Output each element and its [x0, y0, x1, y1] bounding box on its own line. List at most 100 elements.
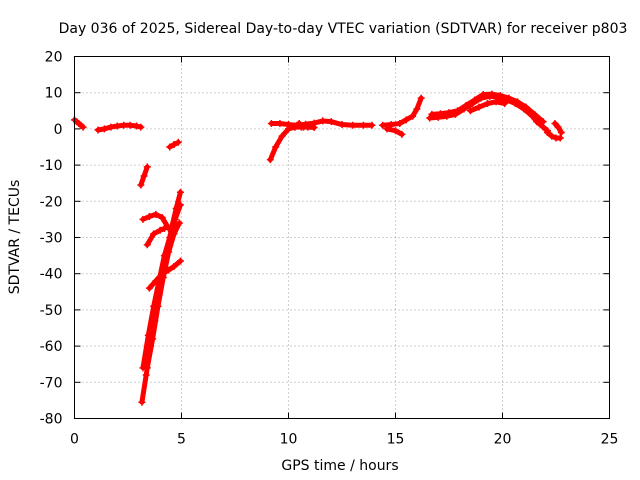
- data-point: [402, 116, 410, 124]
- data-point: [557, 129, 565, 137]
- data-point: [379, 121, 387, 129]
- data-point: [428, 110, 436, 118]
- data-point: [548, 132, 556, 140]
- y-tick-label: -50: [40, 303, 63, 319]
- data-point: [338, 121, 346, 129]
- data-point: [295, 119, 303, 127]
- data-point: [554, 123, 562, 131]
- data-point: [170, 262, 178, 270]
- data-point: [488, 90, 496, 98]
- series-arc-20: [543, 129, 564, 142]
- data-point: [528, 112, 536, 120]
- data-point: [475, 103, 483, 111]
- data-point: [396, 119, 404, 127]
- data-point: [556, 134, 564, 142]
- data-point: [140, 172, 148, 180]
- data-point: [327, 118, 335, 126]
- data-point: [143, 364, 151, 372]
- data-point: [267, 119, 275, 127]
- data-point: [170, 140, 178, 148]
- data-point: [368, 121, 376, 129]
- data-point: [113, 122, 121, 130]
- data-point: [149, 335, 157, 343]
- data-point: [272, 143, 280, 151]
- data-point: [107, 123, 115, 131]
- data-point: [479, 91, 487, 99]
- series-arc-1: [71, 116, 87, 131]
- y-tick-label: 10: [45, 86, 63, 102]
- y-tick-label: 20: [45, 50, 63, 66]
- data-point: [505, 94, 513, 102]
- y-tick-label: -60: [40, 339, 63, 355]
- data-point: [319, 117, 327, 125]
- y-tick-label: -80: [40, 412, 63, 428]
- y-tick-label: -20: [40, 194, 63, 210]
- data-point: [462, 101, 470, 109]
- data-point: [150, 230, 158, 238]
- x-tick-label: 20: [494, 432, 512, 448]
- series-band-segment: [172, 202, 183, 222]
- series-band-segment: [144, 336, 156, 371]
- series-band-segment: [139, 372, 149, 405]
- data-point: [142, 371, 150, 379]
- data-point: [137, 181, 145, 189]
- data-point: [409, 112, 417, 120]
- y-tick-label: -70: [40, 375, 63, 391]
- data-point: [306, 121, 314, 129]
- data-point: [120, 121, 128, 129]
- data-point: [165, 266, 173, 274]
- x-tick-label: 5: [177, 432, 186, 448]
- data-point: [175, 219, 183, 227]
- data-point: [266, 156, 274, 164]
- data-point: [543, 129, 551, 137]
- series-arc-8: [145, 257, 184, 292]
- y-tick-label: -30: [40, 231, 63, 247]
- data-point: [174, 138, 182, 146]
- data-point: [484, 100, 492, 108]
- series-band-segment: [155, 274, 166, 309]
- data-point: [496, 92, 504, 100]
- data-points-layer: [71, 90, 565, 406]
- data-point: [392, 127, 399, 135]
- data-point: [278, 132, 286, 140]
- data-point: [551, 119, 559, 127]
- data-point: [417, 94, 425, 102]
- series-arc-9: [139, 210, 173, 232]
- data-point: [383, 125, 391, 133]
- data-point: [413, 105, 421, 113]
- data-point: [291, 123, 299, 131]
- data-point: [152, 277, 160, 285]
- series-band-segment: [171, 220, 182, 237]
- data-point: [436, 110, 444, 118]
- data-point: [176, 201, 184, 209]
- data-point: [94, 126, 102, 134]
- data-point: [139, 215, 147, 223]
- x-tick-label: 25: [601, 432, 619, 448]
- data-point: [165, 248, 173, 256]
- data-point: [170, 230, 178, 238]
- x-tick-label: 10: [280, 432, 298, 448]
- data-point: [492, 98, 500, 106]
- y-tick-label: -10: [40, 158, 63, 174]
- y-axis-label: SDTVAR / TECUs: [7, 180, 23, 295]
- axis-ticks-layer: 0 5 10 15 20 25 20 10 0 -10 -20 -30 -40 -50 -60 -70 -80: [40, 50, 619, 448]
- data-point: [454, 107, 462, 115]
- x-tick-label: 15: [387, 432, 405, 448]
- data-point: [276, 119, 284, 127]
- data-point: [387, 121, 395, 129]
- series-arc-2: [94, 121, 145, 134]
- series-band-segment: [159, 215, 172, 231]
- series-band-segment: [150, 303, 161, 342]
- data-point: [79, 123, 87, 131]
- series-arc-10: [143, 224, 168, 249]
- data-point: [522, 103, 530, 111]
- data-point: [539, 123, 547, 131]
- data-point: [171, 215, 179, 223]
- data-point: [349, 121, 357, 129]
- grid-layer: [74, 56, 610, 419]
- data-point: [145, 284, 153, 292]
- data-point: [143, 163, 151, 171]
- data-point: [156, 226, 164, 234]
